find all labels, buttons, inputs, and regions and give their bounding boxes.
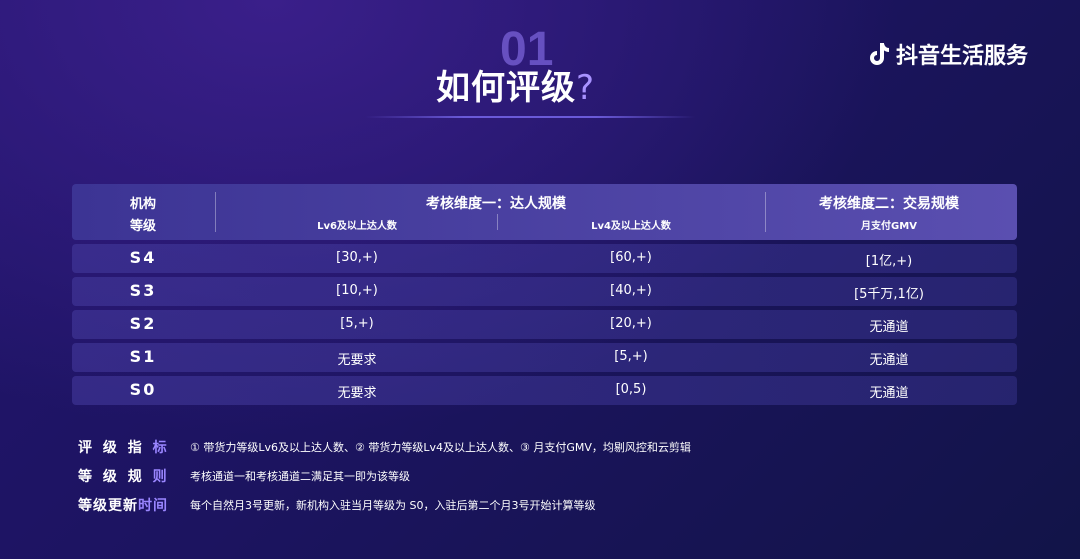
divider	[497, 214, 498, 230]
col-level-line2: 等级	[129, 219, 157, 234]
note-rating-rule: 等 级 规 则 考核通道一和考核通道二满足其一即为该等级	[78, 461, 691, 490]
group1-header: 考核维度一：达人规模	[426, 196, 566, 212]
lv6-cell: [5,+)	[340, 316, 374, 331]
gmv-cell: 无通道	[869, 320, 909, 335]
lv6-header: Lv6及以上达人数	[317, 221, 397, 232]
note-label: 等级更新	[78, 497, 138, 514]
title-underline	[365, 116, 695, 118]
level-cell: S2	[129, 314, 157, 333]
divider	[215, 192, 216, 232]
table-row: S1 无要求 [5,+) 无通道	[72, 343, 1017, 372]
group2-header: 考核维度二：交易规模	[819, 196, 959, 212]
lv4-cell: [20,+)	[610, 316, 652, 331]
lv4-header: Lv4及以上达人数	[591, 221, 671, 232]
table-row: S2 [5,+) [20,+) 无通道	[72, 310, 1017, 339]
table-row: S0 无要求 [0,5) 无通道	[72, 376, 1017, 405]
level-cell: S1	[129, 347, 157, 366]
lv4-cell: [0,5)	[615, 382, 647, 397]
brand-logo: 抖音生活服务	[870, 38, 1028, 70]
note-label-accent: 标	[152, 439, 170, 456]
divider	[765, 192, 766, 232]
lv6-cell: [10,+)	[336, 283, 378, 298]
douyin-note-icon	[870, 43, 890, 65]
section-number: 01	[500, 23, 554, 76]
note-text: 每个自然月3号更新，新机构入驻当月等级为 S0，入驻后第二个月3号开始计算等级	[190, 498, 596, 512]
note-label-accent: 时间	[138, 497, 168, 514]
lv6-cell: [30,+)	[336, 250, 378, 265]
note-text: 考核通道一和考核通道二满足其一即为该等级	[190, 469, 410, 483]
table-row: S4 [30,+) [60,+) [1亿,+)	[72, 244, 1017, 273]
title-text: 如何评级	[436, 68, 576, 108]
note-rating-index: 评 级 指 标 ① 带货力等级Lv6及以上达人数、② 带货力等级Lv4及以上达人数…	[78, 432, 691, 461]
gmv-cell: 无通道	[869, 386, 909, 401]
lv4-cell: [40,+)	[610, 283, 652, 298]
level-cell: S3	[129, 281, 157, 300]
lv4-cell: [5,+)	[614, 349, 648, 364]
level-cell: S4	[129, 248, 157, 267]
note-label-accent: 则	[152, 468, 170, 485]
gmv-cell: 无通道	[869, 353, 909, 368]
notes: 评 级 指 标 ① 带货力等级Lv6及以上达人数、② 带货力等级Lv4及以上达人数…	[78, 432, 691, 519]
note-label: 等 级 规	[78, 468, 153, 485]
page-title: 如何评级?	[436, 60, 595, 109]
title-mark: ?	[576, 68, 596, 108]
level-cell: S0	[129, 380, 157, 399]
gmv-cell: [1亿,+)	[865, 254, 913, 269]
lv4-cell: [60,+)	[610, 250, 652, 265]
table-header: 机构 等级 考核维度一：达人规模 Lv6及以上达人数 Lv4及以上达人数 考核维…	[72, 184, 1017, 240]
brand-name: 抖音生活服务	[896, 44, 1029, 69]
col-level-line1: 机构	[129, 197, 157, 212]
note-text: ① 带货力等级Lv6及以上达人数、② 带货力等级Lv4及以上达人数、③ 月支付G…	[190, 440, 691, 454]
table-row: S3 [10,+) [40,+) [5千万,1亿)	[72, 277, 1017, 306]
rating-table: 机构 等级 考核维度一：达人规模 Lv6及以上达人数 Lv4及以上达人数 考核维…	[72, 184, 1017, 405]
lv6-cell: 无要求	[337, 353, 377, 368]
lv6-cell: 无要求	[337, 386, 377, 401]
note-label: 评 级 指	[78, 439, 153, 456]
gmv-cell: [5千万,1亿)	[854, 287, 924, 302]
note-update-time: 等级更新时间 每个自然月3号更新，新机构入驻当月等级为 S0，入驻后第二个月3号开…	[78, 490, 691, 519]
gmv-header: 月支付GMV	[861, 221, 917, 232]
